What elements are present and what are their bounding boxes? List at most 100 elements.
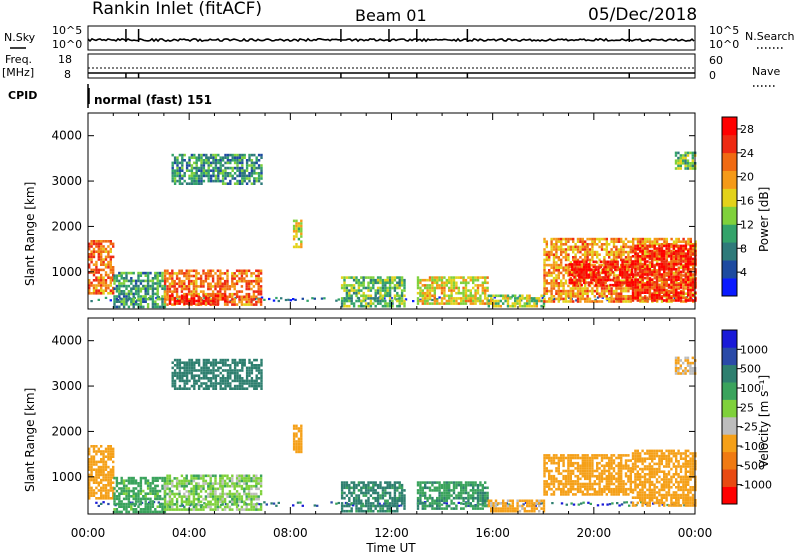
data-cell	[438, 302, 441, 305]
data-cell	[388, 294, 392, 298]
nave-tick-bottom: 0	[709, 69, 716, 82]
data-cell	[663, 288, 666, 292]
data-cell	[634, 258, 637, 262]
data-cell	[97, 476, 100, 479]
data-cell	[260, 182, 263, 185]
data-cell	[615, 287, 618, 290]
data-cell	[398, 304, 401, 308]
data-cell	[634, 283, 637, 287]
data-cell	[245, 479, 248, 483]
data-cell	[677, 266, 680, 269]
data-cell	[197, 477, 200, 480]
data-cell	[675, 240, 678, 243]
data-cell	[122, 489, 126, 493]
data-cell	[190, 364, 194, 367]
data-cell	[569, 261, 572, 264]
data-cell	[462, 294, 465, 298]
data-cell	[573, 260, 576, 264]
data-cell	[178, 179, 182, 183]
data-cell	[212, 366, 215, 370]
data-cell	[617, 292, 620, 295]
data-cell	[204, 490, 208, 493]
data-cell	[484, 278, 487, 282]
data-cell	[112, 266, 115, 269]
data-cell	[151, 492, 155, 495]
data-cell	[381, 281, 385, 285]
data-cell	[543, 237, 546, 241]
data-cell	[403, 284, 406, 287]
data-cell	[576, 292, 580, 295]
data-cell	[615, 256, 618, 259]
data-cell	[551, 502, 554, 505]
data-cell	[646, 250, 649, 254]
data-cell	[362, 299, 365, 303]
data-cell	[176, 358, 179, 362]
data-cell	[197, 374, 201, 377]
data-cell	[238, 269, 241, 273]
data-cell	[497, 294, 500, 298]
data-cell	[684, 247, 687, 250]
data-cell	[381, 304, 385, 308]
data-cell	[572, 292, 575, 295]
data-cell	[127, 489, 131, 493]
data-cell	[109, 447, 112, 451]
data-cell	[684, 154, 687, 157]
data-cell	[163, 295, 167, 299]
data-cell	[348, 291, 351, 295]
data-cell	[183, 272, 186, 275]
data-cell	[92, 284, 96, 287]
data-cell	[97, 240, 100, 243]
data-cell	[192, 477, 196, 480]
data-cell	[367, 304, 370, 308]
data-cell	[553, 297, 556, 301]
data-cell	[300, 230, 303, 233]
data-cell	[171, 290, 174, 293]
data-cell	[679, 154, 682, 157]
data-cell	[163, 484, 167, 488]
data-cell	[644, 237, 647, 241]
data-cell	[255, 479, 258, 483]
data-cell	[190, 182, 194, 185]
data-cell	[176, 377, 179, 380]
data-cell	[207, 172, 210, 175]
data-cell	[255, 277, 258, 280]
data-cell	[682, 284, 685, 288]
data-cell	[675, 278, 678, 281]
data-cell	[107, 266, 110, 269]
data-cell	[668, 266, 671, 269]
data-cell	[348, 276, 351, 279]
data-cell	[207, 495, 210, 498]
data-cell	[631, 299, 635, 302]
data-cell	[582, 268, 586, 271]
data-cell	[209, 303, 212, 306]
data-cell	[651, 270, 654, 274]
data-cell	[689, 167, 692, 170]
data-cell	[92, 468, 96, 471]
data-cell	[629, 269, 632, 272]
data-cell	[187, 495, 191, 498]
data-cell	[300, 224, 303, 228]
data-cell	[586, 243, 589, 246]
data-cell	[151, 305, 155, 309]
data-cell	[216, 282, 220, 286]
data-cell	[104, 455, 108, 458]
data-cell	[104, 476, 108, 479]
data-cell	[183, 505, 186, 509]
data-cell	[233, 303, 236, 306]
data-cell	[127, 295, 131, 298]
data-cell	[340, 284, 344, 287]
data-cell	[416, 286, 420, 290]
data-cell	[235, 303, 239, 306]
data-cell	[243, 482, 246, 485]
data-cell	[190, 169, 194, 172]
data-cell	[248, 177, 251, 180]
data-cell	[506, 297, 510, 300]
data-cell	[586, 289, 589, 293]
data-cell	[190, 361, 194, 364]
data-cell	[670, 296, 673, 300]
data-cell	[154, 274, 157, 277]
data-cell	[462, 281, 465, 285]
data-cell	[183, 477, 186, 480]
data-cell	[207, 156, 210, 159]
